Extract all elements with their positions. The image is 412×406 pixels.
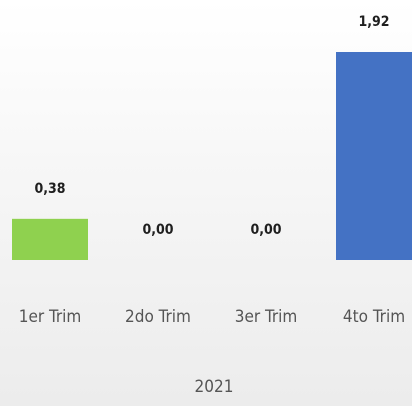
category-label-2do-trim: 2do Trim: [125, 307, 191, 327]
year-group-label: 2021: [195, 377, 234, 397]
data-label-3er-trim: 0,00: [250, 222, 281, 238]
bar-4to-trim: [336, 52, 412, 260]
data-label-4to-trim: 1,92: [358, 14, 389, 30]
data-labels-layer: 0,38 0,00 0,00 1,92: [34, 14, 389, 238]
data-label-1er-trim: 0,38: [34, 181, 65, 197]
category-labels-layer: 1er Trim 2do Trim 3er Trim 4to Trim: [19, 307, 405, 327]
bar-1er-trim: [12, 218, 88, 260]
bars-layer: [12, 52, 412, 260]
data-label-2do-trim: 0,00: [142, 222, 173, 238]
category-label-4to-trim: 4to Trim: [343, 307, 405, 327]
category-label-1er-trim: 1er Trim: [19, 307, 82, 327]
category-label-3er-trim: 3er Trim: [235, 307, 298, 327]
